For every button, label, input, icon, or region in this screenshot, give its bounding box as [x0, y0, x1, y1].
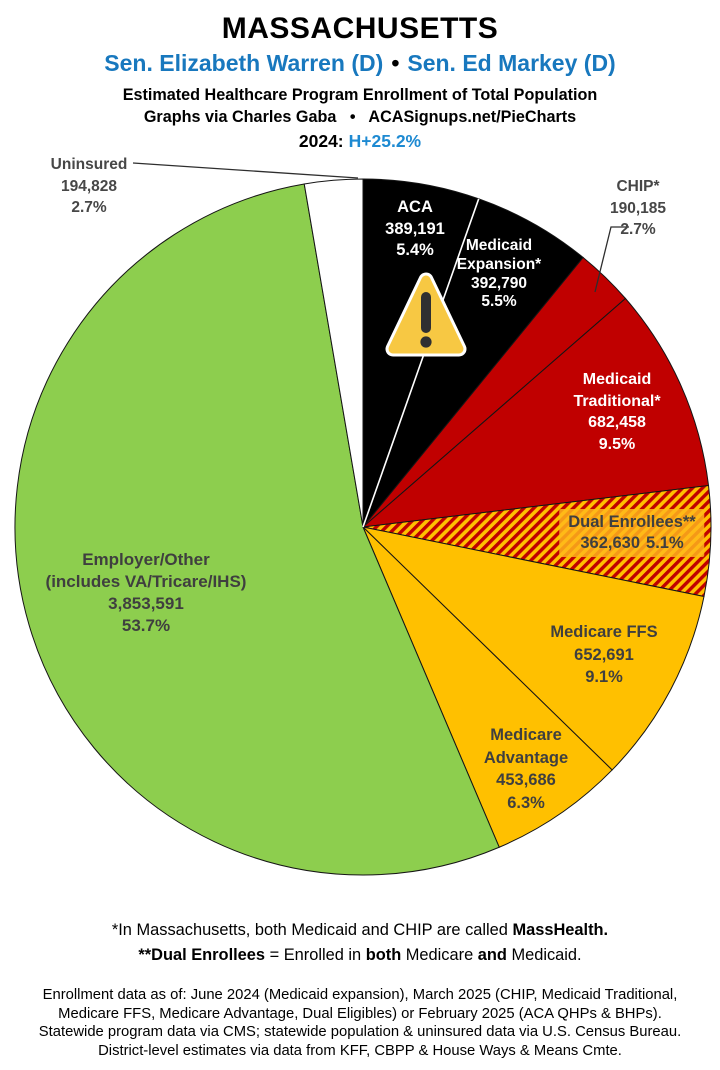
footnote-bold: both: [365, 946, 402, 964]
slice-label-aca: ACA 389,191 5.4%: [385, 197, 445, 262]
attribution-line: Graphs via Charles Gaba • ACASignups.net…: [143, 108, 577, 126]
slice-label-chip: CHIP* 190,185 2.7%: [610, 176, 666, 241]
slice-percent: 9.1%: [585, 668, 623, 686]
slice-value: 392,790: [470, 274, 528, 292]
year-label: 2024:: [298, 131, 344, 151]
footnote-masshealth: *In Massachusetts, both Medicaid and CHI…: [0, 921, 720, 940]
slice-percent: 9.5%: [598, 435, 636, 453]
slice-name: Medicaid Traditional*: [573, 371, 661, 410]
chip-leader-line: [594, 226, 629, 293]
slice-percent: 5.4%: [396, 241, 434, 259]
senator-1: Sen. Elizabeth Warren (D): [104, 50, 384, 76]
slice-value: 652,691: [574, 645, 634, 664]
slice-name: Medicaid Expansion*: [456, 237, 542, 273]
partisan-lean-value: H+25.2%: [348, 131, 422, 151]
slice-label-medicare-ffs: Medicare FFS 652,691 9.1%: [550, 621, 657, 689]
slice-value: 682,458: [588, 414, 646, 431]
slice-value: 453,686: [496, 771, 556, 789]
slice-percent: 6.3%: [507, 793, 545, 812]
slice-percent: 2.7%: [71, 199, 107, 216]
data-source-line: Medicare FFS, Medicare Advantage, Dual E…: [58, 1005, 662, 1022]
slice-value: 389,191: [385, 219, 445, 238]
partisan-lean-line: 2024: H+25.2%: [0, 131, 720, 152]
pie-slice-medicare-advantage: [362, 526, 613, 848]
data-source-notes: Enrollment data as of: June 2024 (Medica…: [0, 986, 720, 1060]
footnote-text: *In Massachusetts, both Medicaid and CHI…: [111, 921, 513, 939]
footnote-text: = Enrolled in: [265, 946, 366, 964]
pie-slice-employer-other: [14, 183, 500, 876]
slice-name: Uninsured: [50, 156, 128, 173]
slice-percent: 53.7%: [121, 616, 171, 635]
slice-label-dual-enrollees: Dual Enrollees** 362,630 5.1%: [559, 509, 705, 557]
senator-2: Sen. Ed Markey (D): [407, 50, 616, 76]
footnote-bold: and: [477, 946, 507, 964]
pie-slices: [14, 178, 712, 876]
slice-value: 190,185: [609, 199, 667, 217]
slice-value: 3,853,591: [108, 594, 184, 613]
aca-medicaid-expansion-divider: [362, 198, 480, 528]
chart-subtitle: Estimated Healthcare Program Enrollment …: [122, 86, 598, 104]
slice-name: CHIP*: [616, 178, 660, 195]
senators-line: Sen. Elizabeth Warren (D) • Sen. Ed Markey…: [0, 50, 720, 77]
slice-percent: 5.1%: [646, 534, 684, 552]
slice-label-employer-other: Employer/Other (includes VA/Tricare/IHS)…: [26, 549, 266, 637]
slice-name: ACA: [397, 198, 433, 216]
slice-label-medicaid-traditional: Medicaid Traditional* 682,458 9.5%: [547, 369, 687, 455]
slice-value: 194,828: [60, 177, 118, 195]
bullet-separator: •: [391, 50, 400, 76]
slice-subname: (includes VA/Tricare/IHS): [45, 572, 247, 591]
pie-slice-uninsured: [303, 178, 364, 528]
footnote-dual-enrollees: **Dual Enrollees = Enrolled in both Medi…: [0, 946, 720, 965]
pie-slice-medicaid-traditional: [361, 297, 710, 528]
slice-name: Medicare Advantage: [483, 726, 569, 767]
footnote-bold: MassHealth.: [512, 921, 609, 939]
data-source-line: Statewide program data via CMS; statewid…: [38, 1024, 682, 1041]
warning-icon: [385, 272, 467, 357]
slice-name: Dual Enrollees**: [568, 513, 696, 531]
slice-label-medicare-advantage: Medicare Advantage 453,686 6.3%: [464, 724, 589, 814]
state-title: MASSACHUSETTS: [221, 12, 499, 45]
slice-percent: 5.5%: [481, 293, 517, 311]
uninsured-leader-line: [132, 162, 359, 179]
slice-label-uninsured: Uninsured 194,828 2.7%: [51, 154, 128, 219]
slice-label-medicaid-expansion: Medicaid Expansion* 392,790 5.5%: [434, 237, 564, 312]
footnote-text: Medicare: [401, 946, 478, 964]
data-source-line: Enrollment data as of: June 2024 (Medica…: [42, 987, 678, 1003]
slice-percent: 2.7%: [620, 221, 656, 238]
footnote-bold: **Dual Enrollees: [138, 946, 266, 964]
slice-value-percent-row: 362,630 5.1%: [568, 533, 695, 554]
slice-name: Medicare FFS: [550, 623, 658, 641]
slice-value: 362,630: [580, 534, 641, 552]
data-source-line: District-level estimates via data from K…: [98, 1042, 622, 1059]
pie-slice-medicare-ffs: [361, 526, 705, 771]
footnote-text: Medicaid.: [506, 946, 582, 964]
slice-name: Employer/Other: [82, 550, 210, 569]
